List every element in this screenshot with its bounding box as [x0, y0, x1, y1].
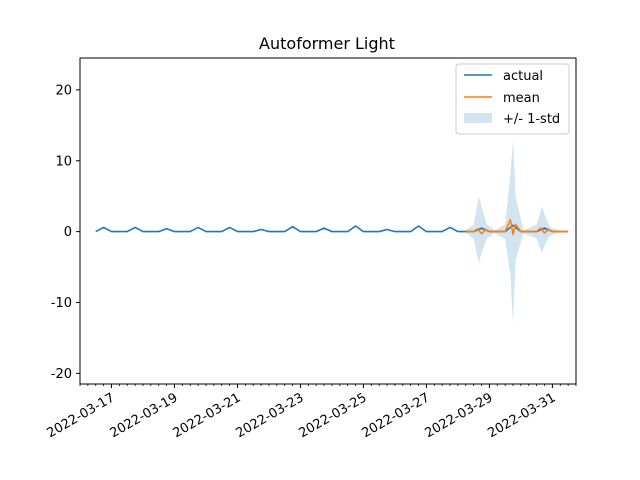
- plot-area: [95, 139, 569, 324]
- legend: actual mean +/- 1-std: [455, 63, 570, 135]
- y-tick-label: -10: [51, 296, 72, 311]
- legend-label-band: +/- 1-std: [503, 112, 560, 127]
- y-tick-label: 0: [64, 225, 72, 240]
- y-axis: -20 -10 0 10 20: [51, 83, 80, 382]
- legend-box: [455, 63, 570, 135]
- series-line-mean: [465, 218, 569, 236]
- chart-title: Autoformer Light: [259, 34, 395, 53]
- y-tick-label: 20: [55, 83, 72, 98]
- legend-label-mean: mean: [503, 91, 540, 106]
- std-band: [465, 139, 569, 324]
- y-tick-label: 10: [55, 154, 72, 169]
- legend-label-actual: actual: [503, 69, 543, 84]
- y-tick-label: -20: [51, 367, 72, 382]
- axes-frame: [79, 57, 577, 385]
- legend-swatch-band: [464, 113, 492, 123]
